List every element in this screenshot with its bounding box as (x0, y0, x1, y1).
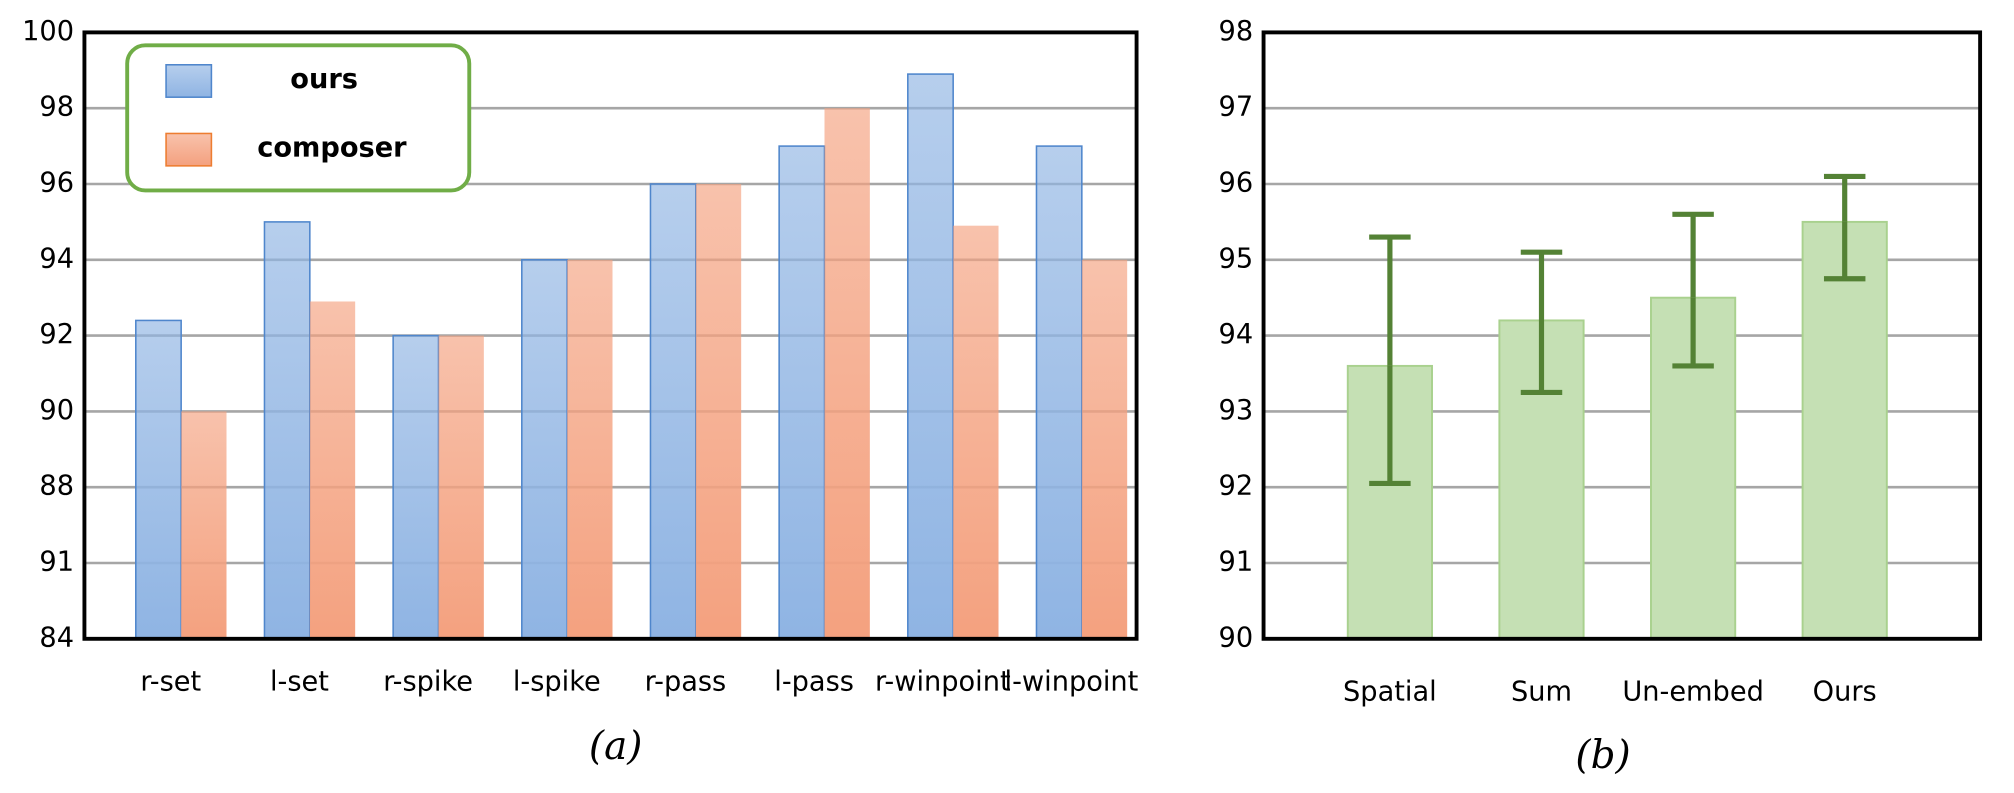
bar (567, 259, 613, 639)
chart-title: (b) (1575, 733, 1630, 778)
x-tick-label: r-pass (645, 666, 727, 697)
bar (263, 221, 311, 640)
y-tick-label: 92 (1219, 471, 1254, 502)
legend: ours composer (125, 43, 472, 193)
legend-box (125, 43, 472, 193)
bar (438, 335, 484, 639)
plot-frame (1261, 30, 1983, 641)
x-tick-label: r-set (140, 666, 201, 697)
x-tick-label: l-set (270, 666, 329, 697)
x-tick-label: Ours (1813, 677, 1877, 708)
y-tick-label: 95 (1219, 243, 1254, 274)
bar (824, 108, 870, 639)
legend-label: composer (257, 133, 407, 164)
bar (135, 319, 182, 640)
y-tick-label: 94 (1219, 319, 1254, 350)
y-tick-label: 91 (39, 547, 74, 578)
bar (649, 183, 697, 640)
bar (309, 301, 356, 639)
chart-title: (a) (589, 724, 643, 769)
legend-swatch (165, 132, 213, 167)
bar (392, 334, 440, 640)
x-tick-label: Spatial (1343, 677, 1437, 708)
x-tick-label: Sum (1511, 677, 1572, 708)
bar (778, 145, 826, 640)
y-tick-label: 96 (39, 167, 74, 198)
x-tick-label: r-winpoint (875, 666, 1011, 697)
bar (1081, 259, 1128, 639)
x-tick-label: l-winpoint (1005, 666, 1139, 697)
y-tick-label: 94 (39, 243, 74, 274)
x-tick-label: l-spike (513, 666, 601, 697)
y-tick-label: 84 (39, 622, 74, 653)
plot-frame (82, 30, 1139, 641)
bar (695, 183, 742, 639)
bar (907, 73, 954, 640)
y-tick-label: 98 (39, 92, 74, 123)
legend-label: ours (290, 64, 358, 95)
y-tick-label: 96 (1219, 167, 1254, 198)
x-tick-label: Un-embed (1622, 677, 1763, 708)
bar (181, 411, 227, 639)
bar (1801, 220, 1888, 640)
y-tick-label: 98 (1219, 16, 1254, 47)
bar (521, 259, 568, 640)
y-tick-label: 90 (1219, 622, 1254, 653)
y-tick-label: 93 (1219, 395, 1254, 426)
x-tick-label: r-spike (383, 666, 473, 697)
legend-swatch (165, 64, 213, 98)
y-tick-label: 90 (39, 395, 74, 426)
y-tick-label: 91 (1219, 547, 1254, 578)
x-tick-label: l-pass (774, 666, 854, 697)
bar (953, 225, 999, 639)
y-tick-label: 100 (22, 16, 74, 47)
y-tick-label: 97 (1219, 92, 1254, 123)
y-tick-label: 88 (39, 471, 74, 502)
bar (1035, 145, 1083, 640)
y-tick-label: 92 (39, 319, 74, 350)
